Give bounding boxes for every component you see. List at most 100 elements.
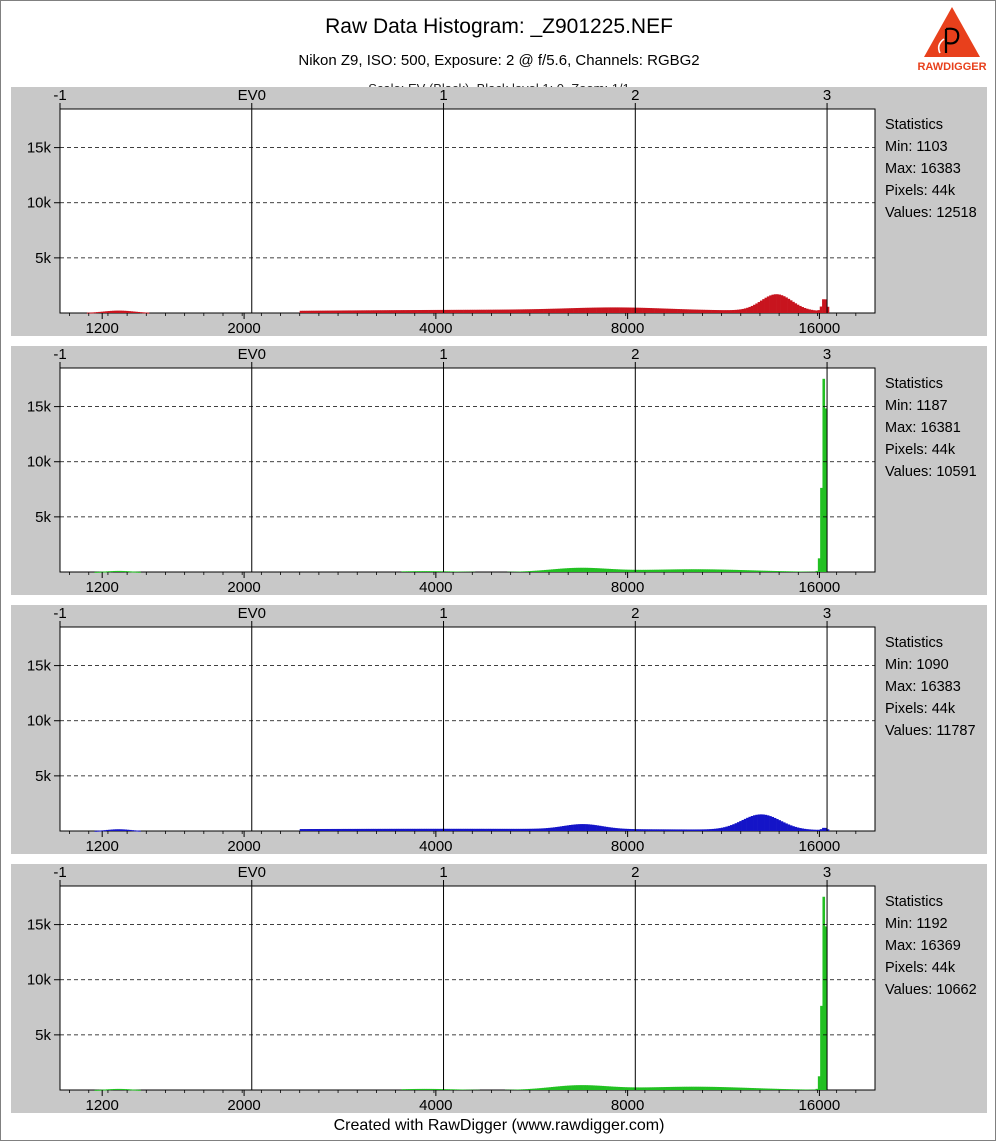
- histogram-bar: [702, 1086, 706, 1090]
- histogram-bar: [778, 1088, 782, 1090]
- histogram-bar: [679, 569, 683, 572]
- ev-tick-label: 1: [439, 864, 447, 881]
- plot-area: [59, 108, 876, 314]
- histogram-bar: [419, 1088, 423, 1090]
- histogram-bar: [438, 571, 441, 572]
- histogram-bar: [520, 828, 524, 831]
- histogram-bar: [131, 571, 134, 573]
- ev-tick-label: -1: [53, 87, 66, 104]
- histogram-bar: [780, 821, 784, 831]
- histogram-bar: [400, 310, 404, 313]
- histogram-bar: [534, 570, 538, 572]
- histogram-bar: [522, 828, 526, 831]
- histogram-bar: [702, 569, 706, 572]
- ev-tick-label: 2: [631, 346, 639, 363]
- histogram-bar: [693, 1086, 697, 1090]
- histogram-bar: [739, 570, 743, 572]
- histogram-bar: [419, 310, 422, 313]
- histogram-bar: [766, 815, 770, 831]
- histogram-bar: [426, 571, 430, 572]
- histogram-bar: [435, 828, 439, 831]
- histogram-bar: [486, 309, 489, 313]
- histogram-bar: [138, 1089, 141, 1091]
- histogram-bar: [654, 1087, 658, 1090]
- histogram-bar: [348, 828, 351, 831]
- histogram-bar: [513, 828, 517, 831]
- histogram-bar: [679, 829, 682, 831]
- value-tick-label: 16000: [799, 838, 841, 854]
- histogram-bar: [817, 558, 821, 572]
- histogram-bar: [776, 571, 780, 572]
- histogram-bar: [135, 571, 139, 573]
- histogram-bar: [124, 1089, 128, 1091]
- histogram-bar: [608, 827, 611, 831]
- histogram-bar: [826, 829, 830, 831]
- histogram-bar: [679, 1086, 683, 1090]
- histogram-bar: [555, 308, 558, 313]
- histogram-bar: [387, 310, 390, 313]
- histogram-bar: [663, 308, 666, 313]
- histogram-bar: [433, 571, 437, 572]
- histogram-bar: [568, 825, 572, 831]
- histogram-bar: [555, 568, 559, 572]
- histogram-bar: [504, 309, 508, 313]
- histogram-bar: [792, 1089, 796, 1090]
- histogram-chart-b: 5k 10k 15k -1 EV0 1 2 3 1200 2000 4000 8000 16000: [27, 605, 876, 854]
- histogram-bar: [456, 828, 459, 831]
- histogram-bar: [352, 310, 356, 313]
- histogram-bar: [497, 309, 501, 313]
- histogram-bar: [433, 828, 436, 831]
- plot-area: [59, 885, 876, 1091]
- histogram-panel-r: 5k 10k 15k -1 EV0 1 2 3 1200 2000 4000 8000 16000 Sta…: [11, 87, 987, 336]
- histogram-bar: [631, 829, 634, 831]
- histogram-bar: [732, 824, 735, 831]
- histogram-bar: [137, 311, 141, 313]
- histogram-bar: [698, 1086, 701, 1090]
- histogram-bar: [101, 1089, 105, 1091]
- histogram-bar: [743, 308, 747, 313]
- histogram-bar: [110, 1089, 114, 1091]
- histogram-bar: [422, 571, 425, 572]
- histogram-bar: [679, 309, 682, 313]
- value-tick-label: 8000: [611, 1097, 644, 1113]
- histogram-bar: [803, 307, 807, 313]
- histogram-bar: [322, 828, 326, 831]
- histogram-bar: [564, 308, 567, 313]
- histogram-bar: [805, 829, 809, 831]
- histogram-bar: [389, 828, 393, 831]
- histogram-bar: [449, 571, 453, 572]
- histogram-bar: [794, 1089, 798, 1090]
- histogram-bar: [672, 308, 676, 313]
- histogram-bar: [652, 569, 655, 572]
- histogram-bar: [760, 1088, 763, 1090]
- value-tick-label: 4000: [419, 1097, 452, 1113]
- histogram-bar: [444, 309, 448, 313]
- histogram-bar: [610, 1086, 614, 1090]
- histogram-bar: [769, 1088, 773, 1090]
- histogram-bar: [716, 1086, 720, 1090]
- histogram-bar: [718, 310, 722, 313]
- histogram-bar: [674, 308, 678, 313]
- histogram-bar: [716, 828, 719, 831]
- histogram-bar: [792, 571, 796, 572]
- histogram-bar: [605, 307, 609, 313]
- histogram-bar: [757, 814, 761, 831]
- histogram-bars: [94, 896, 828, 1091]
- histogram-bar: [458, 828, 462, 831]
- histogram-bar: [762, 1088, 766, 1090]
- histogram-bar: [709, 569, 713, 572]
- histogram-bar: [433, 309, 436, 313]
- histogram-bar: [99, 571, 102, 573]
- histogram-bar: [735, 569, 738, 572]
- histogram-bar: [122, 1088, 125, 1090]
- histogram-bar: [428, 571, 432, 572]
- histogram-bar: [483, 309, 487, 313]
- histogram-bar: [550, 827, 554, 831]
- histogram-bar: [101, 830, 105, 832]
- histogram-bar: [592, 1085, 595, 1090]
- histogram-bar: [103, 571, 107, 573]
- y-tick-label: 10k: [27, 972, 52, 989]
- histogram-bar: [647, 569, 651, 572]
- histogram-bar: [375, 310, 379, 313]
- histogram-bar: [119, 829, 123, 831]
